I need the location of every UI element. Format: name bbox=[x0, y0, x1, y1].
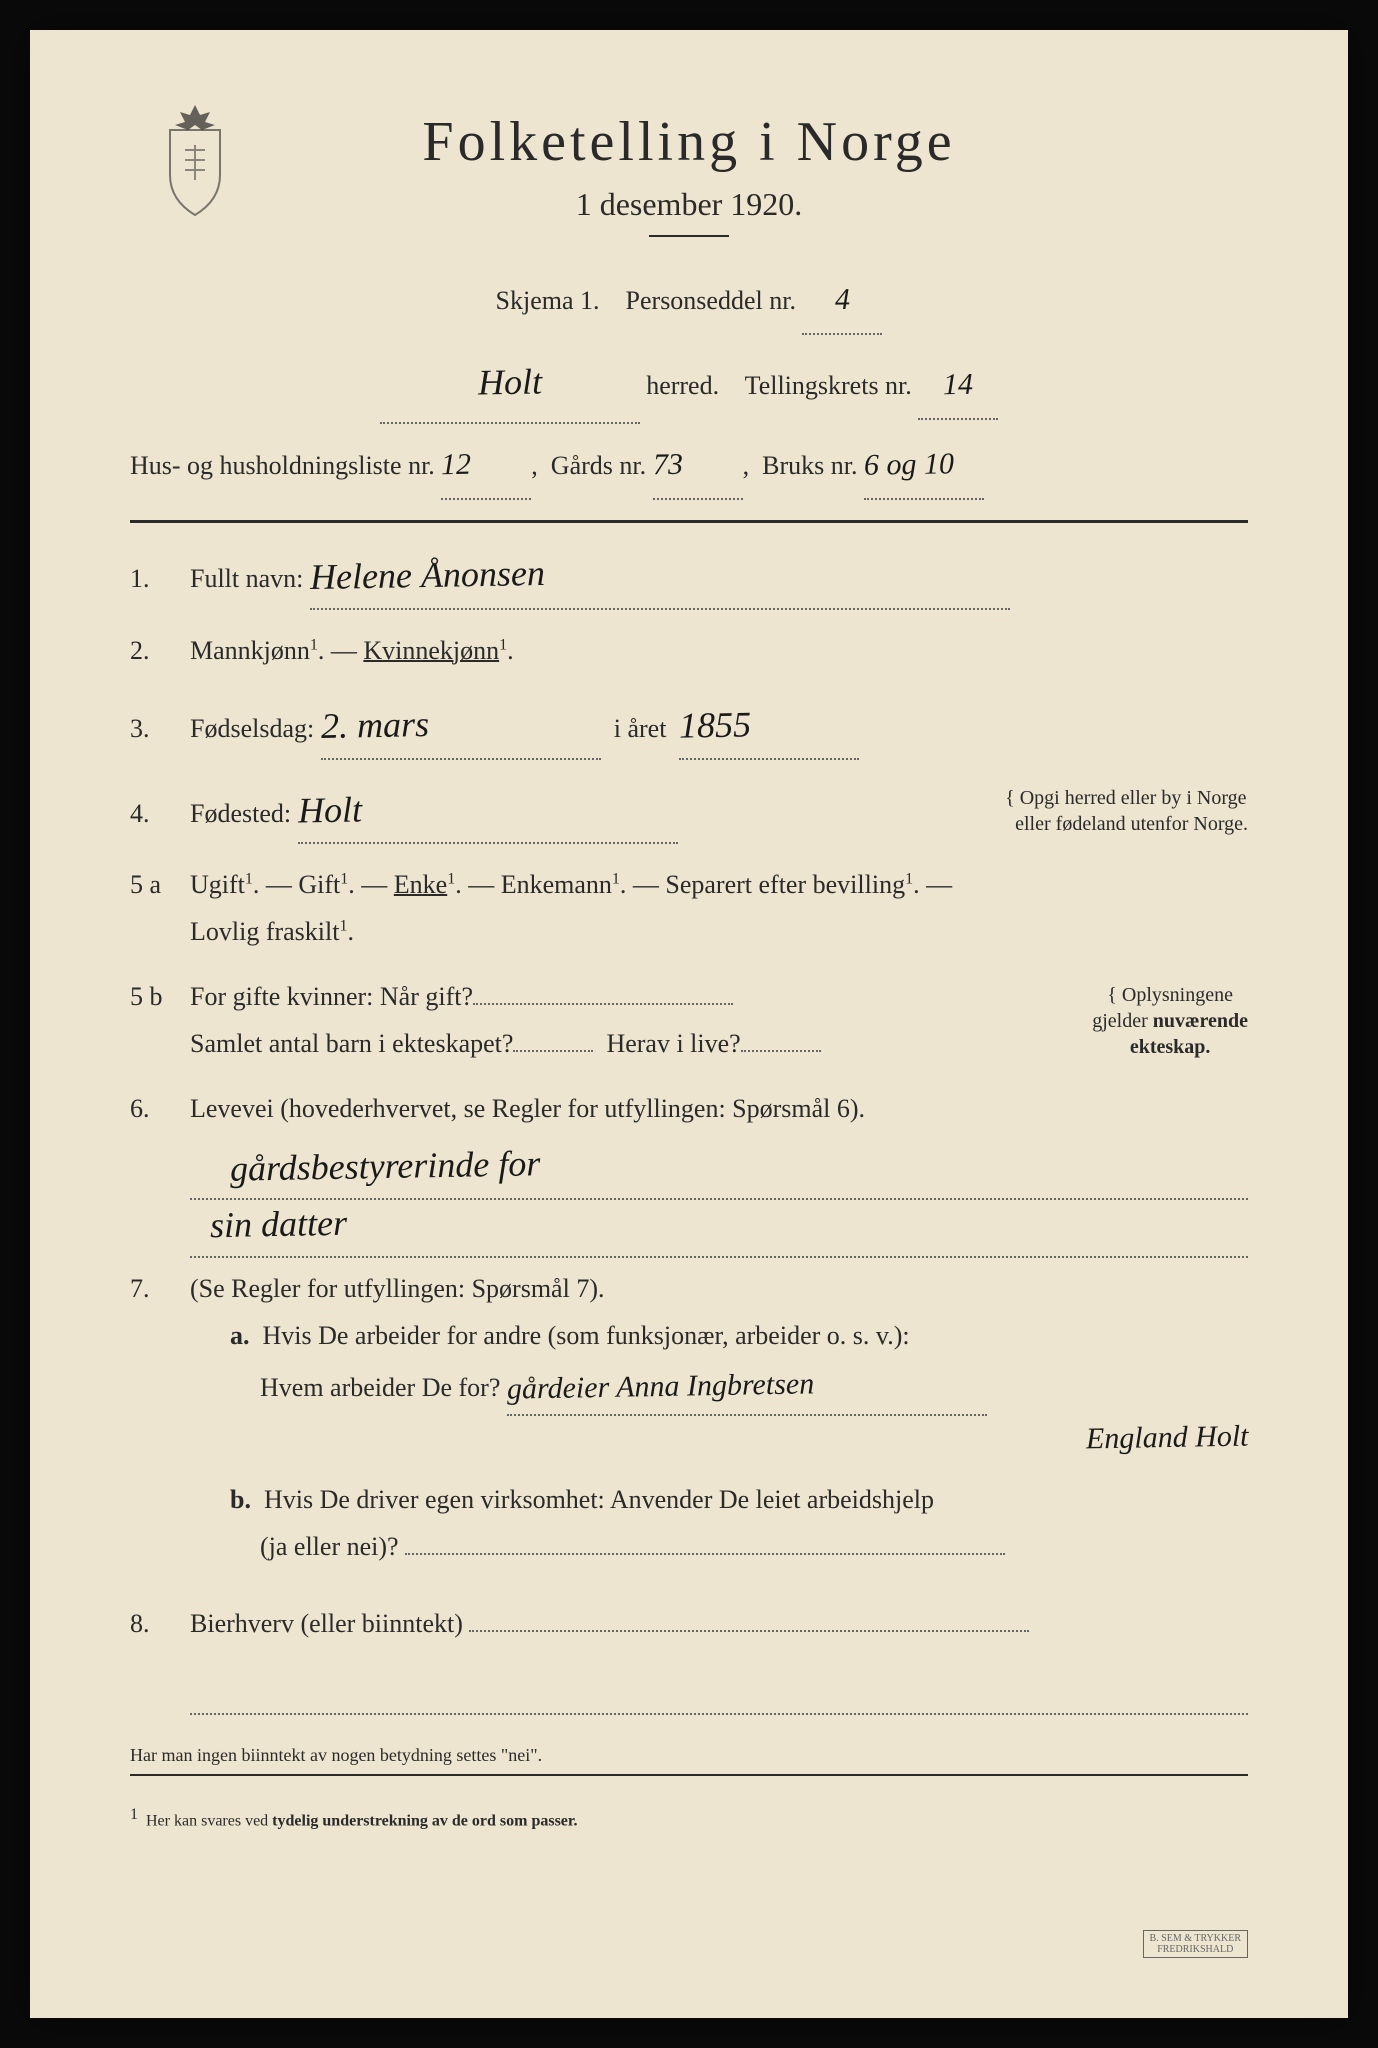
q5a-opt1: Gift bbox=[298, 870, 340, 899]
q3-year: 1855 bbox=[679, 692, 752, 758]
hus-line: Hus- og husholdningsliste nr. 12, Gårds … bbox=[130, 432, 1248, 500]
q2-sup2: 1 bbox=[499, 636, 507, 653]
q6-answer2: sin datter bbox=[190, 1208, 1248, 1258]
skjema-line: Skjema 1. Personseddel nr. 4 bbox=[130, 267, 1248, 335]
q5b-label3: Herav i live? bbox=[606, 1029, 740, 1058]
printer-stamp: B. SEM & TRYKKER FREDRIKSHALD bbox=[1143, 1930, 1249, 1958]
q4-label: Fødested: bbox=[190, 799, 291, 828]
stamp-line2: FREDRIKSHALD bbox=[1157, 1944, 1233, 1955]
herred-label: herred. bbox=[646, 371, 719, 400]
q5a-opt3: Enkemann bbox=[501, 870, 612, 899]
header-divider bbox=[649, 235, 729, 237]
q5b-note2: gjelder nuværende bbox=[1092, 1010, 1248, 1032]
tellingskrets-nr: 14 bbox=[943, 352, 974, 419]
form-subtitle: 1 desember 1920. bbox=[130, 186, 1248, 223]
q4-num: 4. bbox=[130, 799, 190, 829]
q3-label: Fødselsdag: bbox=[190, 714, 314, 743]
q1-num: 1. bbox=[130, 564, 190, 594]
q5b-label1: For gifte kvinner: Når gift? bbox=[190, 982, 473, 1011]
q5b-label2: Samlet antal barn i ekteskapet? bbox=[190, 1029, 513, 1058]
q2: 2. Mannkjønn1. — Kvinnekjønn1. bbox=[130, 628, 1248, 675]
q2-kvinne: Kvinnekjønn bbox=[363, 636, 499, 665]
q5a-line2: Lovlig fraskilt bbox=[190, 917, 339, 946]
q1: 1. Fullt navn: Helene Ånonsen bbox=[130, 543, 1248, 610]
footnote2: 1 Her kan svares ved tydelig understrekn… bbox=[130, 1806, 1248, 1830]
q5a: 5 a Ugift1. — Gift1. — Enke1. — Enkemann… bbox=[130, 862, 1248, 956]
q5a-opt0: Ugift bbox=[190, 870, 245, 899]
footnote2-num: 1 bbox=[130, 1806, 138, 1823]
q7a: a. Hvis De arbeider for andre (som funks… bbox=[190, 1313, 1248, 1465]
q7a-value1: gårdeier Anna Ingbretsen bbox=[506, 1357, 814, 1416]
q2-mann: Mannkjønn bbox=[190, 636, 310, 665]
q2-sup1: 1 bbox=[310, 636, 318, 653]
q5b: 5 b For gifte kvinner: Når gift? Samlet … bbox=[130, 974, 1248, 1068]
q1-value: Helene Ånonsen bbox=[309, 541, 545, 610]
q6-value2: sin datter bbox=[210, 1202, 348, 1246]
q1-label: Fullt navn: bbox=[190, 564, 303, 593]
footnote1: Har man ingen biinntekt av nogen betydni… bbox=[130, 1745, 1248, 1766]
q7b-text2: (ja eller nei)? bbox=[230, 1532, 399, 1561]
gards-label: Gårds nr. bbox=[551, 451, 646, 480]
q4-note2: eller fødeland utenfor Norge. bbox=[1015, 813, 1248, 835]
q3-num: 3. bbox=[130, 714, 190, 744]
q3: 3. Fødselsdag: 2. mars i året 1855 bbox=[130, 693, 1248, 760]
form-title: Folketelling i Norge bbox=[130, 110, 1248, 174]
gards-nr: 73 bbox=[652, 432, 683, 499]
q6-value1: gårdsbestyrerinde for bbox=[230, 1143, 541, 1190]
q7: 7. (Se Regler for utfyllingen: Spørsmål … bbox=[130, 1266, 1248, 1582]
tellingskrets-label: Tellingskrets nr. bbox=[745, 371, 912, 400]
q5a-opt2: Enke bbox=[394, 870, 447, 899]
form-header: Folketelling i Norge 1 desember 1920. bbox=[130, 110, 1248, 237]
q4: 4. Fødested: Holt { Opgi herred eller by… bbox=[130, 778, 1248, 845]
q7b: b. Hvis De driver egen virksomhet: Anven… bbox=[190, 1477, 1248, 1571]
q5b-note: { Oplysningene gjelder nuværende ekteska… bbox=[1092, 982, 1248, 1060]
footnote2-text: Her kan svares ved tydelig understreknin… bbox=[146, 1813, 578, 1830]
hus-label: Hus- og husholdningsliste nr. bbox=[130, 451, 435, 480]
q8-label: Bierhverv (eller biinntekt) bbox=[190, 1609, 463, 1638]
q2-dash: — bbox=[331, 636, 364, 665]
q7b-text1: Hvis De driver egen virksomhet: Anvender… bbox=[264, 1485, 934, 1514]
q3-year-label: i året bbox=[614, 714, 667, 743]
q5a-opt4: Separert efter bevilling bbox=[665, 870, 905, 899]
q6-label: Levevei (hovederhvervet, se Regler for u… bbox=[190, 1094, 865, 1123]
q5b-num: 5 b bbox=[130, 982, 190, 1012]
personseddel-label: Personseddel nr. bbox=[626, 286, 796, 315]
q8-answer-blank bbox=[190, 1665, 1248, 1715]
footnote-rule bbox=[130, 1774, 1248, 1776]
bruks-label: Bruks nr. bbox=[762, 451, 857, 480]
bruks-nr: 6 og 10 bbox=[863, 431, 954, 499]
q7a-text1: Hvis De arbeider for andre (som funksjon… bbox=[263, 1321, 910, 1350]
q8: 8. Bierhverv (eller biinntekt) bbox=[130, 1601, 1248, 1648]
q7-num: 7. bbox=[130, 1274, 190, 1304]
q7a-label: a. bbox=[230, 1321, 250, 1350]
q7b-label: b. bbox=[230, 1485, 251, 1514]
q7-label: (Se Regler for utfyllingen: Spørsmål 7). bbox=[190, 1274, 604, 1303]
q6-num: 6. bbox=[130, 1094, 190, 1124]
coat-of-arms-icon bbox=[150, 100, 240, 220]
q5a-num: 5 a bbox=[130, 870, 190, 900]
top-rule bbox=[130, 520, 1248, 523]
q3-day: 2. mars bbox=[320, 692, 429, 759]
q6-answer1: gårdsbestyrerinde for bbox=[190, 1150, 1248, 1200]
herred-value: Holt bbox=[477, 342, 542, 422]
stamp-line1: B. SEM & TRYKKER bbox=[1150, 1933, 1242, 1944]
census-form-page: Folketelling i Norge 1 desember 1920. Sk… bbox=[30, 30, 1348, 2018]
q4-value: Holt bbox=[297, 777, 362, 843]
q5b-note3: ekteskap. bbox=[1130, 1036, 1211, 1058]
skjema-label: Skjema 1. bbox=[496, 286, 600, 315]
personseddel-nr: 4 bbox=[834, 267, 850, 333]
q7a-value2: England Holt bbox=[1085, 1410, 1248, 1467]
herred-line: Holt herred. Tellingskrets nr. 14 bbox=[130, 343, 1248, 424]
q4-note1: Opgi herred eller by i Norge bbox=[1020, 787, 1247, 809]
q6: 6. Levevei (hovederhvervet, se Regler fo… bbox=[130, 1086, 1248, 1133]
hus-nr: 12 bbox=[441, 432, 472, 499]
q7a-text2: Hvem arbeider De for? bbox=[230, 1373, 500, 1402]
q8-num: 8. bbox=[130, 1609, 190, 1639]
q4-note: { Opgi herred eller by i Norge eller fød… bbox=[1005, 785, 1248, 837]
q2-num: 2. bbox=[130, 636, 190, 666]
q5b-note1: Oplysningene bbox=[1122, 984, 1233, 1006]
